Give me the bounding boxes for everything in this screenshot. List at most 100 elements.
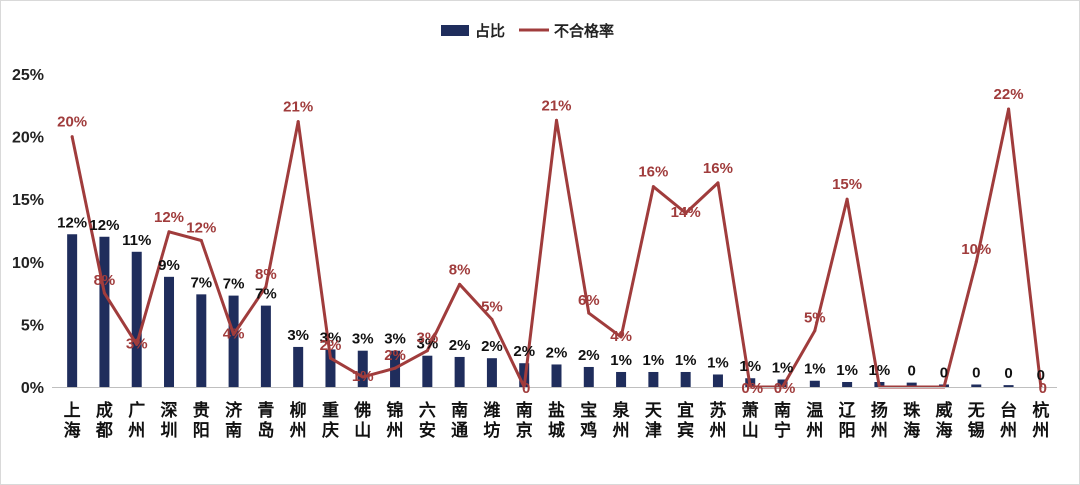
line-point [199,239,203,243]
line-data-label: 15% [832,176,862,193]
x-tick-label: 辽阳 [839,401,857,441]
bar-data-label: 2% [513,343,535,360]
line-point [232,332,236,336]
line-point [813,329,817,333]
line-point [716,181,720,185]
bar-data-label: 3% [384,331,406,348]
bar-data-label: 3% [320,329,342,346]
line-data-label: 0 [522,380,530,397]
line-point [167,230,171,234]
line-point [845,197,849,201]
bar-data-label: 11% [122,232,151,249]
line-data-label: 5% [481,298,503,315]
line-data-label: 5% [804,310,826,327]
bar-data-label: 0 [940,364,948,381]
bar [551,364,562,387]
bar-data-label: 1% [772,359,794,376]
bar-data-label: 3% [287,327,309,344]
x-tick-label: 南宁 [774,400,791,441]
x-tick-label: 无锡 [967,401,985,441]
bar [906,382,917,387]
line-data-label: 0% [741,380,763,397]
bar-data-label: 9% [158,257,180,274]
line-point [135,342,139,346]
y-tick-label: 15% [12,192,44,209]
x-tick-label: 成都 [95,400,113,441]
bar-data-label: 12% [89,217,119,234]
bar-data-label: 0 [1004,365,1012,382]
bar [67,234,78,387]
y-tick-label: 25% [12,67,44,84]
bar-data-label: 0 [972,364,980,381]
bar [131,251,142,387]
line-data-label: 4% [223,325,245,342]
line-data-label: 20% [57,114,87,131]
x-tick-label: 萧山 [742,401,759,441]
legend-swatch-bar [441,25,469,36]
bar-data-label: 1% [804,361,826,378]
x-axis: 上海成都广州深圳贵阳济南青岛柳州重庆佛山锦州六安南通潍坊南京盐城宝鸡泉州天津宜宾… [52,387,1057,441]
bar [293,346,304,387]
bar-data-label: 1% [610,352,632,369]
legend-label-bar: 占比 [475,22,505,40]
bar [648,371,659,387]
line-data-label: 0 [1039,380,1047,397]
x-tick-label: 重庆 [322,400,339,441]
line-point [361,375,365,379]
bar-data-label: 1% [643,352,665,369]
bar [164,276,175,387]
x-tick-label: 佛山 [353,400,371,441]
x-tick-label: 苏州 [708,400,726,441]
bar-data-label: 0 [908,363,916,380]
bar-data-label: 1% [675,352,697,369]
bar [357,350,368,387]
bar-data-label: 2% [578,347,600,364]
line-point [264,285,268,289]
bar-data-label: 7% [190,274,212,291]
x-tick-label: 台州 [999,400,1017,441]
line-point [328,356,332,360]
bar [680,371,691,387]
x-tick-label: 锦州 [386,400,404,441]
bar [971,384,982,387]
bar [777,379,788,387]
line-point [974,260,978,264]
x-tick-label: 杭州 [1031,400,1049,441]
x-tick-label: 宜宾 [677,400,694,441]
y-tick-label: 0% [21,380,44,397]
line-point [1007,107,1011,111]
x-tick-label: 天津 [645,401,663,441]
bar [842,381,853,387]
line-point [555,118,558,122]
bar-data-label: 2% [449,337,471,354]
bar [712,374,723,387]
bar [1003,385,1014,387]
line-data-label: 14% [671,204,701,221]
line-data-label: 8% [94,272,116,289]
bar-data-label: 1% [836,362,858,379]
legend: 占比 不合格率 [441,22,614,40]
bar [325,349,336,387]
line-point [458,282,462,286]
bar [99,236,110,387]
line-data-label: 8% [449,261,471,278]
y-tick-label: 5% [21,317,44,334]
bar-series [67,234,1014,387]
y-tick-label: 10% [12,255,44,272]
line-data-label: 2% [384,347,406,364]
line-data-label: 8% [255,266,277,283]
line-data-label: 21% [541,97,571,114]
x-tick-label: 泉州 [612,400,631,441]
line-point [70,135,74,139]
x-tick-label: 威海 [935,400,952,441]
bar-data-label: 1% [739,358,761,375]
line-data-label: 10% [961,241,991,258]
bar-data-label: 7% [223,276,245,293]
bar-data-label: 1% [869,362,891,379]
line-data-label: 21% [283,99,313,116]
bar-data-label: 7% [255,286,277,303]
bar-data-label: 1% [707,354,729,371]
bar [583,366,594,387]
